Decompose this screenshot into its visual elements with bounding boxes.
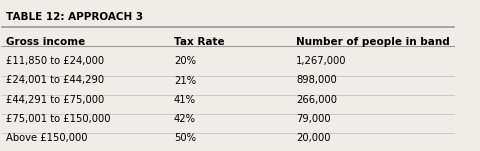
Text: 898,000: 898,000: [296, 76, 337, 85]
Text: 79,000: 79,000: [296, 114, 331, 124]
Text: 21%: 21%: [174, 76, 196, 85]
Text: £11,850 to £24,000: £11,850 to £24,000: [6, 56, 104, 66]
Text: 50%: 50%: [174, 133, 196, 143]
Text: 20,000: 20,000: [296, 133, 331, 143]
Text: £24,001 to £44,290: £24,001 to £44,290: [6, 76, 104, 85]
Text: £75,001 to £150,000: £75,001 to £150,000: [6, 114, 110, 124]
Text: 20%: 20%: [174, 56, 196, 66]
Text: Number of people in band: Number of people in band: [296, 37, 450, 47]
Text: 41%: 41%: [174, 95, 196, 105]
Text: TABLE 12: APPROACH 3: TABLE 12: APPROACH 3: [6, 12, 143, 22]
Text: 42%: 42%: [174, 114, 196, 124]
Text: 266,000: 266,000: [296, 95, 337, 105]
Text: 1,267,000: 1,267,000: [296, 56, 347, 66]
Text: Gross income: Gross income: [6, 37, 85, 47]
Text: Tax Rate: Tax Rate: [174, 37, 225, 47]
Text: Above £150,000: Above £150,000: [6, 133, 87, 143]
Text: £44,291 to £75,000: £44,291 to £75,000: [6, 95, 104, 105]
